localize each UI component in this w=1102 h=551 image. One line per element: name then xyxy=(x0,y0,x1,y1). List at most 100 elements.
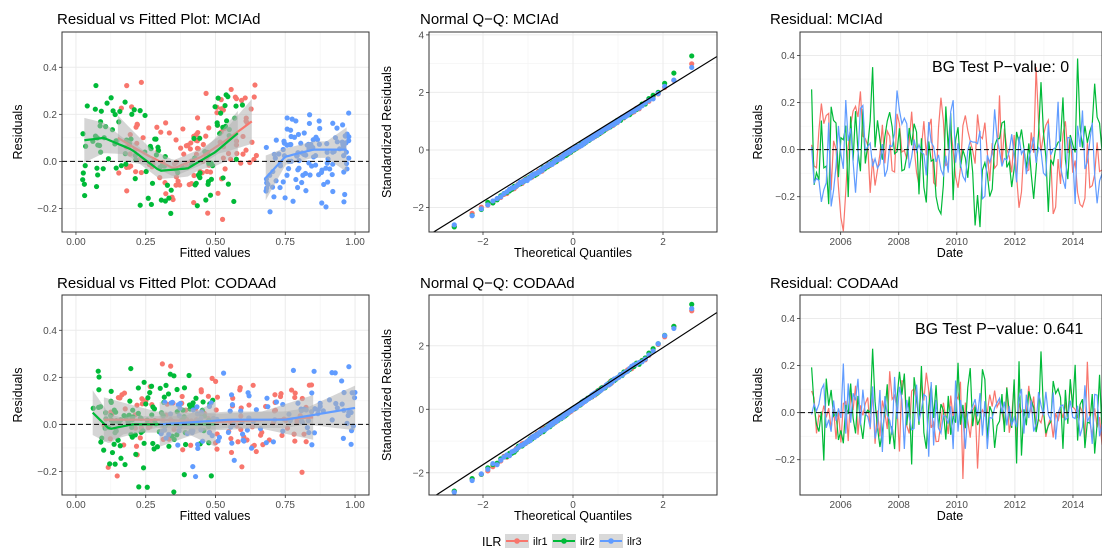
data-point xyxy=(342,191,348,198)
x-tick-label: 0.50 xyxy=(206,237,226,248)
data-point xyxy=(159,361,165,367)
data-point xyxy=(229,402,236,408)
data-point xyxy=(689,61,695,67)
data-point xyxy=(205,210,211,216)
data-point xyxy=(233,103,239,109)
data-point xyxy=(307,172,313,178)
y-tick-label: 0.0 xyxy=(43,420,57,431)
data-point xyxy=(157,385,163,391)
data-point xyxy=(100,166,106,172)
data-point xyxy=(133,169,139,175)
data-point xyxy=(129,434,135,440)
data-point xyxy=(311,368,317,374)
data-point xyxy=(117,108,123,115)
y-tick-label: −0.2 xyxy=(37,467,57,478)
panel-border xyxy=(428,31,718,233)
panel-border xyxy=(428,294,718,496)
data-point xyxy=(250,382,256,388)
data-point xyxy=(134,122,140,128)
data-point xyxy=(168,210,174,216)
x-tick-label: 0.00 xyxy=(66,500,86,511)
data-point xyxy=(115,395,122,401)
data-point xyxy=(293,118,299,124)
data-point xyxy=(316,118,322,124)
data-point xyxy=(122,99,128,105)
data-point xyxy=(282,195,288,201)
data-point xyxy=(346,110,352,116)
panel-title-codaad-residual-time: Residual: CODAAd xyxy=(770,275,898,292)
data-point xyxy=(123,161,129,167)
data-point xyxy=(194,404,200,410)
y-tick-label: 0.4 xyxy=(781,51,795,62)
data-point xyxy=(116,170,122,176)
data-point xyxy=(207,192,214,198)
qq-reference-line xyxy=(435,311,717,495)
y-tick-label: 0.4 xyxy=(781,314,795,325)
data-point xyxy=(327,166,333,172)
qq-reference-line xyxy=(432,55,717,232)
data-point xyxy=(309,442,315,448)
data-point xyxy=(133,451,139,457)
data-point xyxy=(108,95,114,101)
panel-mciad-residual-time: 2006 2008 2010 2012 2014 −0.2 0.0 0.2 0.4 xyxy=(775,31,1102,248)
data-point xyxy=(128,365,134,372)
data-point xyxy=(334,125,340,131)
data-point xyxy=(292,394,298,401)
panel-title-mciad-residual-fitted: Residual vs Fitted Plot: MCIAd xyxy=(57,11,260,28)
data-point xyxy=(225,94,231,100)
data-point xyxy=(93,183,100,190)
plot-area xyxy=(62,79,369,222)
data-point xyxy=(197,135,203,141)
x-tick-label: −2 xyxy=(477,500,489,511)
data-point xyxy=(280,179,286,185)
y-tick-label: 0 xyxy=(418,405,424,416)
data-point xyxy=(303,439,309,445)
data-point xyxy=(193,395,199,401)
y-tick-label: 0.2 xyxy=(781,98,795,109)
data-point xyxy=(166,443,172,449)
x-axis-label: Date xyxy=(937,246,963,260)
data-point xyxy=(235,439,241,445)
data-point xyxy=(154,124,160,130)
x-tick-label: 2 xyxy=(660,500,666,511)
residual-line-ilr3 xyxy=(811,363,1102,457)
plot-area xyxy=(435,301,717,495)
legend-label-ilr1: ilr1 xyxy=(533,536,548,548)
data-point xyxy=(192,182,198,188)
data-point xyxy=(178,145,184,151)
data-point xyxy=(451,222,457,228)
panel-title-codaad-qq: Normal Q−Q: CODAAd xyxy=(420,275,575,292)
x-tick-label: 0.75 xyxy=(276,237,296,248)
data-point xyxy=(105,156,112,162)
data-point xyxy=(186,372,192,379)
data-point xyxy=(112,111,118,118)
grid-lines xyxy=(429,32,717,232)
data-point xyxy=(173,137,179,143)
data-point xyxy=(163,382,169,388)
data-point xyxy=(171,373,177,379)
data-point xyxy=(671,325,677,332)
data-point xyxy=(288,387,295,393)
y-tick-label: −0.2 xyxy=(37,204,57,215)
data-point xyxy=(215,438,221,444)
data-point xyxy=(195,445,201,452)
x-tick-label: 0.00 xyxy=(66,237,86,248)
panel-codaad-qq: −2 0 2 −2 0 2 xyxy=(413,294,718,511)
data-point xyxy=(506,453,513,459)
data-point xyxy=(213,378,219,384)
y-tick-label: 0.4 xyxy=(43,63,57,74)
data-point xyxy=(98,439,104,445)
data-point xyxy=(220,370,227,376)
data-point xyxy=(95,172,101,178)
data-point xyxy=(251,94,257,100)
x-tick-label: 1.00 xyxy=(345,500,365,511)
data-point xyxy=(239,464,245,470)
data-point xyxy=(150,440,156,447)
data-point xyxy=(655,341,661,347)
x-tick-label: 2014 xyxy=(1062,500,1085,511)
data-point xyxy=(478,206,484,212)
data-point xyxy=(191,135,197,142)
data-point xyxy=(214,446,220,452)
x-tick-label: 0 xyxy=(570,237,576,248)
